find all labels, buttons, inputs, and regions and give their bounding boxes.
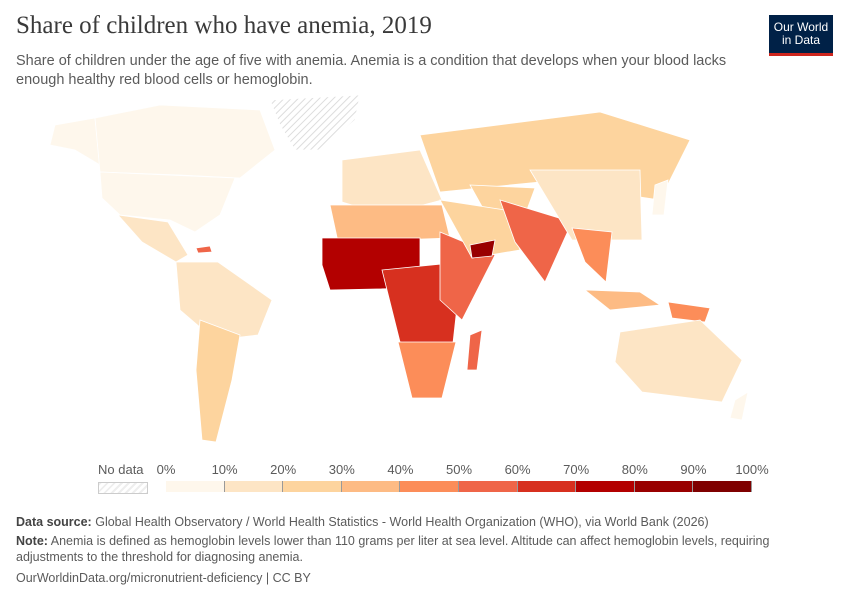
- data-source: Data source: Global Health Observatory /…: [16, 515, 709, 529]
- legend-bin[interactable]: [576, 481, 635, 492]
- subtitle: Share of children under the age of five …: [16, 53, 727, 88]
- legend-tick: 50%: [445, 462, 473, 477]
- region-north-africa[interactable]: [329, 204, 451, 243]
- no-data-swatch: [98, 482, 148, 494]
- region-southern-africa[interactable]: [397, 341, 457, 399]
- legend-tick: 10%: [211, 462, 238, 477]
- region-japan[interactable]: [651, 179, 669, 216]
- legend-bin[interactable]: [517, 481, 577, 492]
- legend-tick: 40%: [387, 462, 414, 477]
- legend-tick: 100%: [735, 462, 769, 477]
- region-madagascar[interactable]: [466, 329, 483, 371]
- region-indonesia[interactable]: [583, 289, 662, 311]
- legend-bin[interactable]: [400, 481, 459, 492]
- region-south-america-north[interactable]: [175, 261, 273, 341]
- legend-tick: 20%: [270, 462, 297, 477]
- source-url[interactable]: OurWorldinData.org/micronutrient-deficie…: [16, 571, 311, 585]
- legend-bin[interactable]: [283, 481, 342, 492]
- legend-bin[interactable]: [166, 481, 225, 492]
- legend-bin[interactable]: [341, 481, 401, 492]
- legend-bin[interactable]: [224, 481, 284, 492]
- owid-logo[interactable]: Our World in Data: [769, 15, 833, 56]
- legend-tick: 60%: [504, 462, 531, 477]
- legend-bin[interactable]: [634, 481, 694, 492]
- region-yemen[interactable]: [469, 239, 496, 259]
- region-china[interactable]: [529, 169, 643, 241]
- region-mexico[interactable]: [116, 214, 189, 263]
- region-alaska[interactable]: [49, 117, 101, 166]
- region-usa[interactable]: [99, 171, 236, 233]
- region-new-zealand[interactable]: [729, 391, 749, 421]
- legend-tick: 70%: [563, 462, 590, 477]
- page-title: Share of children who have anemia, 2019: [16, 12, 432, 39]
- region-papua-new-guinea[interactable]: [667, 301, 711, 323]
- region-south-asia[interactable]: [499, 199, 573, 283]
- legend-tick: 30%: [328, 462, 355, 477]
- legend-bin[interactable]: [693, 481, 752, 492]
- region-australia[interactable]: [614, 319, 743, 403]
- region-southeast-asia[interactable]: [571, 227, 613, 283]
- legend-tick: 0%: [156, 462, 176, 477]
- region-canada[interactable]: [94, 104, 276, 179]
- legend-bin[interactable]: [458, 481, 518, 492]
- no-data-label: No data: [98, 462, 144, 477]
- region-greenland[interactable]: [269, 94, 361, 151]
- note: Note: Anemia is defined as hemoglobin le…: [16, 534, 770, 564]
- region-south-america-south[interactable]: [195, 319, 241, 443]
- legend-tick: 90%: [680, 462, 707, 477]
- region-middle-east[interactable]: [439, 199, 521, 259]
- world-map[interactable]: [0, 90, 850, 450]
- color-legend: No data 0% 10% 20% 30% 40% 50% 60% 70% 80% 90% 100…: [0, 460, 850, 500]
- legend-tick: 80%: [621, 462, 648, 477]
- region-caribbean[interactable]: [195, 245, 213, 254]
